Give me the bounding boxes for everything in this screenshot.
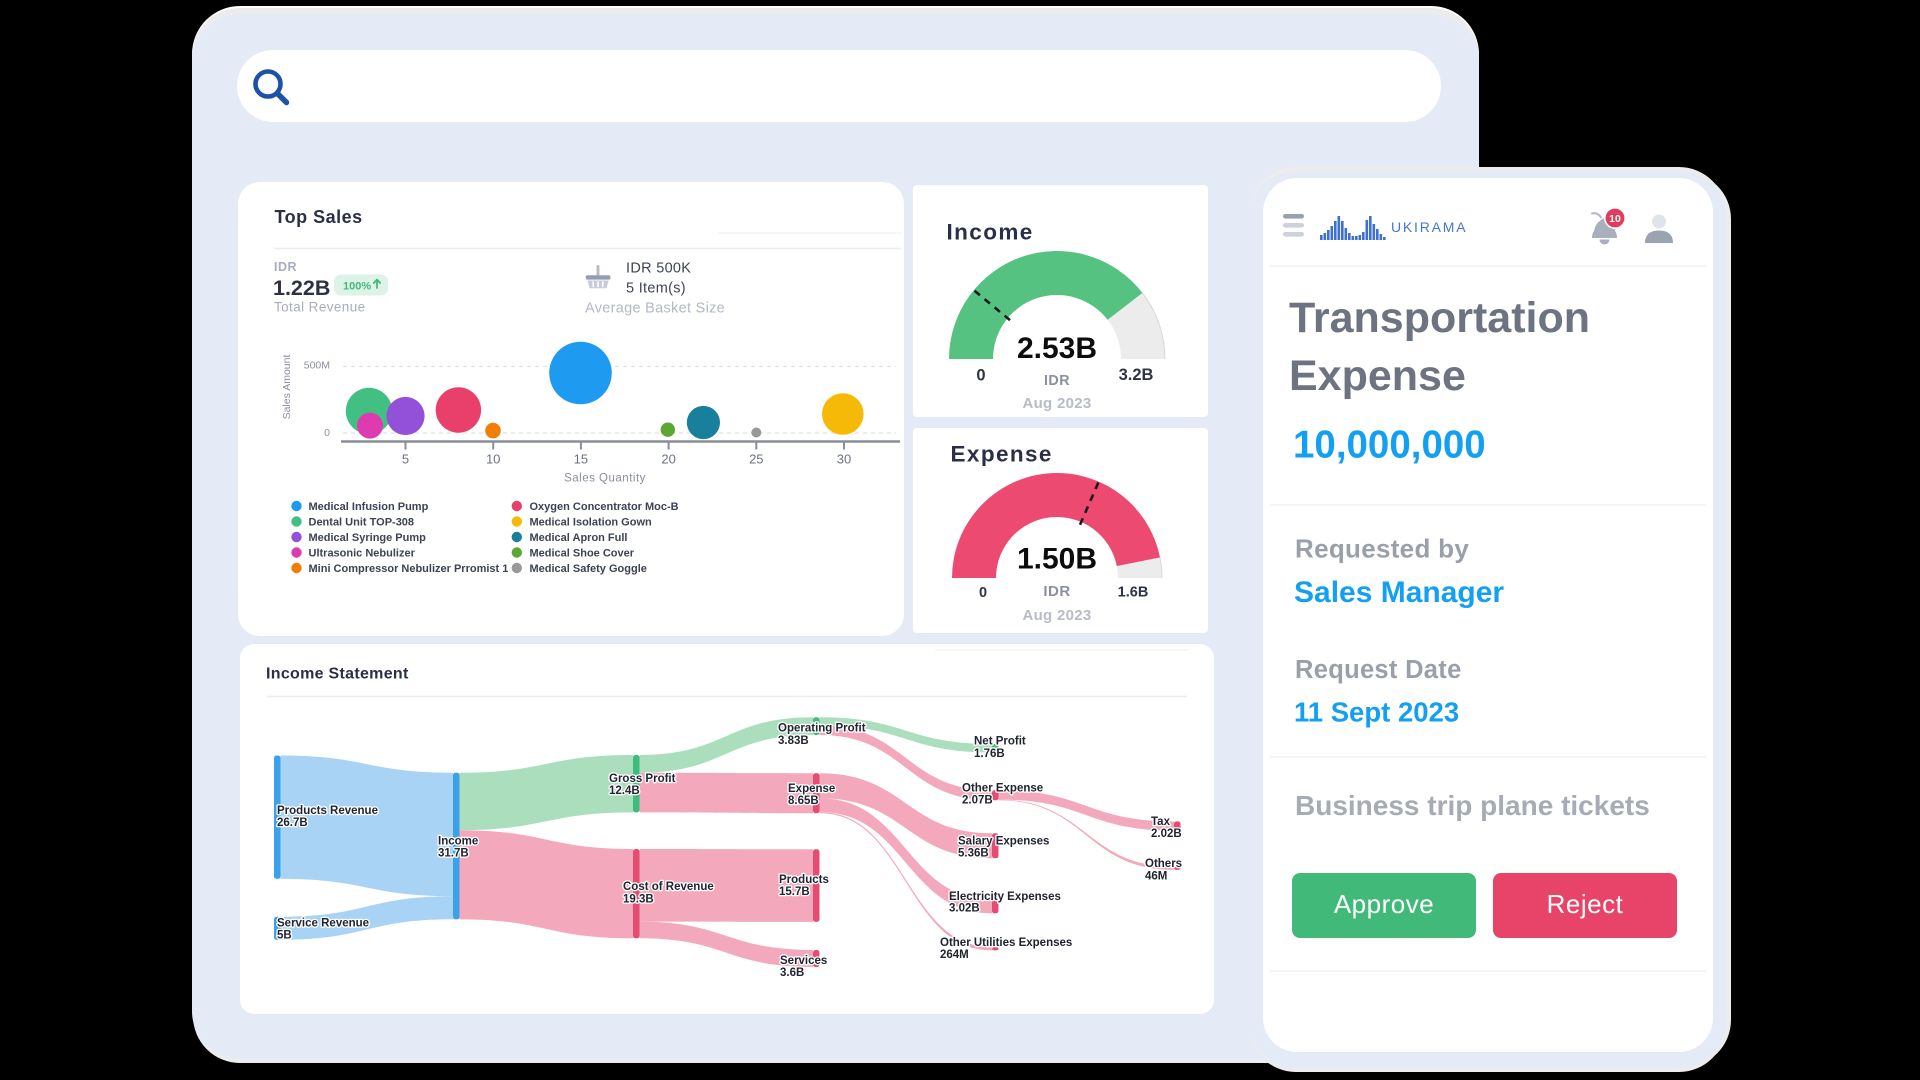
svg-text:3.83B: 3.83B	[778, 735, 809, 747]
svg-text:Request Date: Request Date	[1295, 656, 1462, 684]
svg-text:1.50B: 1.50B	[1017, 543, 1097, 576]
svg-text:Medical Infusion Pump: Medical Infusion Pump	[309, 501, 429, 513]
svg-text:Service Revenue: Service Revenue	[277, 918, 369, 930]
svg-text:Aug 2023: Aug 2023	[1022, 395, 1091, 412]
svg-text:Products Revenue: Products Revenue	[277, 805, 378, 817]
svg-text:Requested by: Requested by	[1295, 534, 1469, 564]
svg-text:Medical Shoe Cover: Medical Shoe Cover	[530, 548, 635, 560]
svg-text:Top Sales: Top Sales	[275, 207, 363, 227]
svg-text:Medical Safety Goggle: Medical Safety Goggle	[530, 563, 647, 575]
svg-text:1.22B: 1.22B	[273, 276, 330, 300]
svg-text:0: 0	[976, 367, 985, 385]
svg-text:Aug 2023: Aug 2023	[1022, 607, 1091, 624]
svg-text:Medical Isolation Gown: Medical Isolation Gown	[530, 517, 653, 529]
svg-text:Tax: Tax	[1151, 816, 1171, 828]
svg-text:Products: Products	[779, 874, 829, 886]
svg-text:5 Item(s): 5 Item(s)	[626, 281, 686, 297]
svg-text:IDR: IDR	[1044, 373, 1070, 389]
svg-text:Income Statement: Income Statement	[266, 666, 409, 683]
svg-text:Total Revenue: Total Revenue	[274, 300, 366, 315]
svg-text:IDR 500K: IDR 500K	[626, 261, 691, 277]
svg-text:UKIRAMA: UKIRAMA	[1391, 219, 1467, 235]
svg-text:0: 0	[979, 585, 987, 601]
svg-text:Sales Manager: Sales Manager	[1294, 576, 1504, 609]
svg-text:Approve: Approve	[1334, 889, 1434, 919]
svg-text:3.02B: 3.02B	[949, 903, 980, 915]
svg-text:Mini Compressor Nebulizer Prro: Mini Compressor Nebulizer Prromist 1	[309, 563, 509, 575]
svg-text:100%: 100%	[343, 281, 371, 293]
svg-text:Sales Quantity: Sales Quantity	[564, 473, 646, 485]
svg-text:5: 5	[402, 452, 409, 467]
svg-text:Expense: Expense	[788, 783, 835, 795]
svg-text:5B: 5B	[277, 930, 292, 942]
svg-text:Dental Unit TOP-308: Dental Unit TOP-308	[309, 517, 415, 529]
svg-text:Business trip plane tickets: Business trip plane tickets	[1295, 790, 1650, 821]
svg-text:15: 15	[574, 452, 588, 467]
svg-text:Reject: Reject	[1547, 889, 1624, 919]
svg-text:IDR: IDR	[274, 260, 297, 274]
svg-text:1.76B: 1.76B	[974, 748, 1005, 760]
svg-text:25: 25	[749, 452, 763, 467]
svg-text:3.6B: 3.6B	[780, 967, 804, 979]
svg-text:Operating Profit: Operating Profit	[778, 723, 866, 735]
svg-text:26.7B: 26.7B	[277, 817, 308, 829]
svg-text:Income: Income	[947, 220, 1034, 245]
svg-text:19.3B: 19.3B	[623, 894, 654, 906]
svg-text:Expense: Expense	[951, 442, 1053, 467]
svg-text:2.02B: 2.02B	[1151, 828, 1182, 840]
svg-text:8.65B: 8.65B	[788, 795, 819, 807]
svg-text:264M: 264M	[940, 949, 969, 961]
svg-text:20: 20	[661, 452, 675, 467]
svg-text:Expense: Expense	[1289, 352, 1466, 400]
svg-text:1.6B: 1.6B	[1118, 585, 1149, 601]
svg-text:2.53B: 2.53B	[1017, 332, 1097, 365]
svg-text:3.2B: 3.2B	[1119, 366, 1154, 384]
svg-text:11 Sept 2023: 11 Sept 2023	[1294, 697, 1459, 728]
svg-text:Gross Profit: Gross Profit	[609, 773, 676, 785]
svg-text:46M: 46M	[1145, 871, 1167, 883]
svg-text:30: 30	[837, 452, 851, 467]
svg-text:Sales Amount: Sales Amount	[281, 355, 293, 420]
svg-text:500M: 500M	[304, 360, 330, 372]
svg-text:Transportation: Transportation	[1289, 294, 1590, 342]
svg-text:Cost of Revenue: Cost of Revenue	[623, 881, 714, 893]
svg-text:15.7B: 15.7B	[779, 886, 810, 898]
svg-text:10: 10	[486, 452, 500, 467]
svg-text:Ultrasonic Nebulizer: Ultrasonic Nebulizer	[309, 548, 416, 560]
svg-text:Electricity Expenses: Electricity Expenses	[949, 891, 1061, 903]
svg-text:5.36B: 5.36B	[958, 848, 989, 860]
svg-text:Oxygen Concentrator Moc-B: Oxygen Concentrator Moc-B	[530, 501, 679, 513]
svg-text:Net Profit: Net Profit	[974, 736, 1026, 748]
svg-text:Salary Expenses: Salary Expenses	[958, 836, 1049, 848]
svg-text:12.4B: 12.4B	[609, 785, 640, 797]
svg-text:0: 0	[324, 427, 330, 439]
svg-text:Services: Services	[780, 955, 827, 967]
svg-text:IDR: IDR	[1043, 583, 1070, 600]
svg-text:Other Expense: Other Expense	[962, 783, 1043, 795]
svg-text:Medical Apron Full: Medical Apron Full	[530, 532, 628, 544]
svg-text:31.7B: 31.7B	[438, 848, 469, 860]
svg-text:Medical Syringe Pump: Medical Syringe Pump	[309, 532, 427, 544]
svg-text:Others: Others	[1145, 858, 1182, 870]
svg-text:2.07B: 2.07B	[962, 795, 993, 807]
svg-text:Other Utilities Expenses: Other Utilities Expenses	[940, 937, 1072, 949]
svg-text:Income: Income	[438, 836, 478, 848]
svg-text:Average Basket Size: Average Basket Size	[585, 301, 725, 317]
svg-text:10,000,000: 10,000,000	[1293, 424, 1486, 467]
svg-text:10: 10	[1609, 213, 1621, 225]
